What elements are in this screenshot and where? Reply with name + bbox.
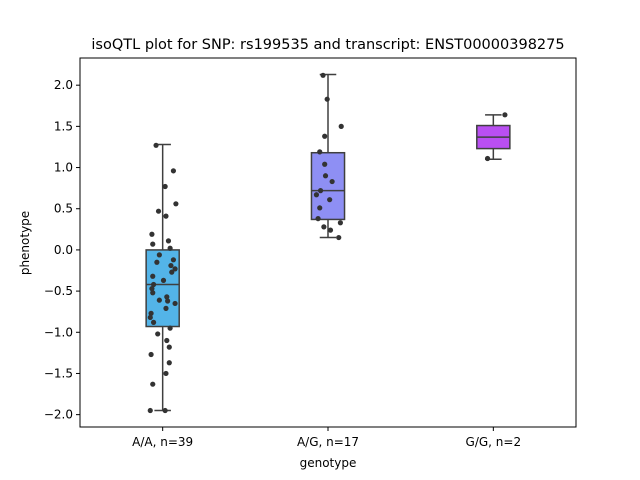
data-point [163, 213, 169, 219]
data-point [170, 257, 177, 263]
box-group-1 [310, 73, 346, 239]
data-point [156, 297, 162, 303]
y-tick-label: 1.5 [54, 119, 73, 133]
data-point [502, 112, 508, 118]
x-tick-label: G/G, n=2 [466, 435, 522, 449]
data-point [167, 325, 173, 331]
data-point [313, 192, 320, 198]
y-axis-label: phenotype [18, 211, 32, 275]
data-point [320, 72, 326, 78]
data-point [148, 351, 154, 358]
data-point [327, 227, 334, 233]
data-point [322, 133, 328, 139]
y-tick-label: 0.0 [54, 243, 73, 257]
data-point [166, 344, 172, 350]
box-group-2 [476, 114, 511, 161]
data-point [322, 173, 329, 179]
data-point [150, 273, 156, 279]
data-point [150, 290, 156, 296]
plot-area [145, 72, 511, 414]
data-point [153, 142, 159, 148]
data-point [317, 188, 324, 194]
data-point [172, 266, 178, 272]
data-point [172, 300, 178, 307]
data-point [156, 252, 162, 258]
y-tick-label: −0.5 [44, 284, 73, 298]
data-point [336, 234, 342, 241]
data-point [338, 123, 344, 129]
data-point [162, 407, 168, 414]
data-point [147, 407, 153, 414]
data-point [317, 205, 323, 211]
data-point [163, 305, 169, 311]
data-point [149, 231, 155, 237]
data-point [148, 310, 154, 316]
data-point [321, 224, 327, 230]
x-axis: A/A, n=39 A/G, n=17 G/G, n=2 [132, 427, 521, 449]
data-point [337, 220, 343, 226]
data-point [317, 149, 323, 155]
data-point [165, 298, 171, 304]
data-point [160, 277, 167, 283]
y-tick-label: 1.0 [54, 161, 73, 175]
data-point [166, 360, 172, 366]
y-tick-label: 0.5 [54, 202, 73, 216]
y-tick-label: −2.0 [44, 408, 73, 422]
data-point [168, 262, 174, 269]
data-point [150, 241, 156, 247]
data-point [147, 314, 153, 321]
data-point [162, 183, 168, 190]
data-point [164, 294, 170, 300]
box-iqr [310, 151, 346, 221]
y-tick-label: −1.5 [44, 366, 73, 380]
data-point [173, 201, 179, 207]
data-point [170, 168, 177, 174]
data-point [163, 370, 169, 377]
data-point [155, 331, 161, 337]
data-point [324, 96, 330, 102]
chart-title: isoQTL plot for SNP: rs199535 and transc… [91, 37, 564, 53]
x-axis-label: genotype [300, 456, 357, 470]
data-point [329, 178, 335, 185]
data-point [150, 381, 156, 387]
data-point [327, 197, 333, 203]
data-point [154, 259, 160, 265]
data-point [167, 245, 173, 251]
data-point [150, 319, 157, 325]
y-axis: −2.0 −1.5 −1.0 −0.5 0.0 0.5 1.0 1.5 2.0 [44, 78, 80, 422]
data-point [169, 269, 175, 275]
data-point [149, 286, 155, 292]
data-point [155, 208, 162, 214]
data-point [315, 216, 321, 222]
y-tick-label: 2.0 [54, 78, 73, 92]
y-tick-label: −1.0 [44, 325, 73, 339]
x-tick-label: A/G, n=17 [297, 435, 359, 449]
x-tick-label: A/A, n=39 [132, 435, 193, 449]
data-point [150, 281, 157, 288]
data-point [164, 337, 170, 344]
data-point [165, 238, 172, 244]
data-point [322, 161, 328, 167]
data-point [484, 155, 491, 162]
